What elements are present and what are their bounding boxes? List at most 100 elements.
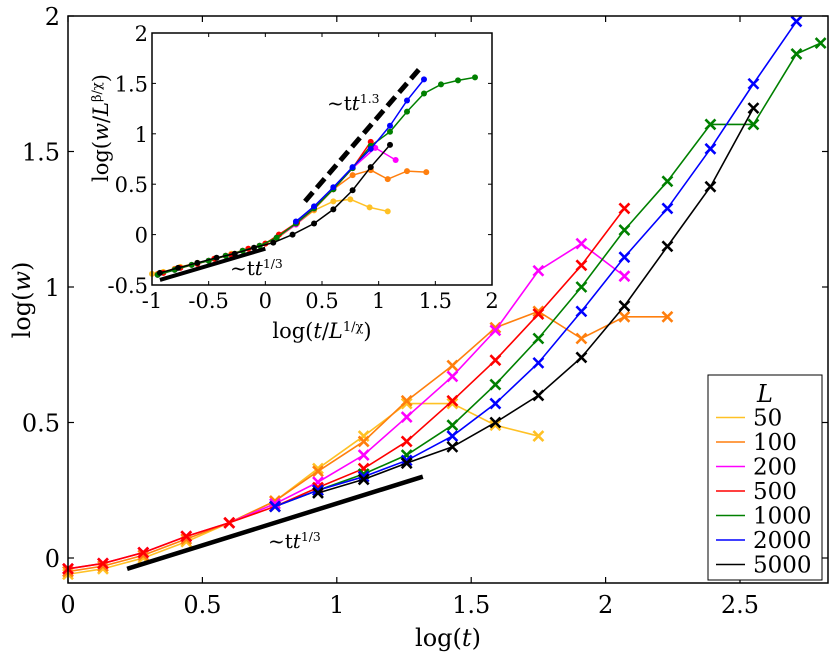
x-marker <box>312 462 324 475</box>
x-marker <box>661 175 674 188</box>
dot-marker <box>421 90 427 97</box>
main-ytick-label: 2 <box>45 3 60 31</box>
x-marker <box>704 180 717 193</box>
dot-marker <box>347 196 354 203</box>
main-xtick-label: 1 <box>329 591 344 619</box>
x-marker <box>137 546 150 559</box>
inset-ytick-label: 0 <box>135 224 148 248</box>
inset-series-2000 <box>292 76 427 225</box>
dot-marker <box>404 97 410 104</box>
x-marker <box>618 300 631 312</box>
x-marker <box>489 324 502 337</box>
main-ytick-label: 0 <box>45 545 60 573</box>
x-marker <box>575 259 588 272</box>
legend-item-500: 500 <box>716 479 797 505</box>
main-xtick-label: 2.5 <box>721 591 759 619</box>
x-marker <box>704 142 717 155</box>
main-xtick-label: 0.5 <box>183 591 221 619</box>
inset-xtick-label: 0 <box>259 289 272 313</box>
x-marker <box>575 237 588 250</box>
dot-marker <box>384 176 391 183</box>
x-marker <box>575 351 588 364</box>
x-marker <box>532 332 545 345</box>
main-xtick-label: 0 <box>60 591 75 619</box>
dot-marker <box>175 264 182 271</box>
x-marker <box>489 397 502 410</box>
dot-marker <box>387 128 393 135</box>
x-marker <box>400 435 413 448</box>
x-marker <box>532 356 545 369</box>
x-marker <box>618 202 631 215</box>
dot-marker <box>251 244 257 251</box>
guide-label-t13: ~tt1/3 <box>268 529 321 554</box>
x-marker <box>400 397 413 410</box>
dot-marker <box>404 108 410 115</box>
dot-marker <box>311 203 318 210</box>
dot-marker <box>367 145 374 152</box>
x-marker <box>618 310 631 323</box>
x-marker <box>489 419 502 432</box>
x-marker <box>357 435 370 448</box>
x-marker <box>747 118 760 131</box>
x-marker <box>489 321 502 334</box>
legend-label: 500 <box>753 479 797 505</box>
dot-marker <box>194 259 201 266</box>
legend-label: 50 <box>753 406 782 432</box>
x-marker <box>446 419 459 432</box>
x-marker <box>790 48 803 60</box>
dot-marker <box>349 187 356 194</box>
legend-item-5000: 5000 <box>716 553 812 579</box>
x-marker <box>532 389 545 402</box>
inset-ylabel: log(w/Lβ/χ) <box>89 74 113 182</box>
x-marker <box>312 487 324 499</box>
x-marker <box>489 416 502 429</box>
inset-guide-label-t13: ~tt1/3 <box>230 256 283 281</box>
legend-label: 200 <box>753 455 797 481</box>
x-marker <box>446 394 459 407</box>
x-marker <box>532 305 545 318</box>
x-marker <box>357 473 370 486</box>
x-marker <box>532 264 545 277</box>
inset-guide-label-t1.3: ~tt1.3 <box>327 91 380 116</box>
main-ytick-label: 0.5 <box>22 410 60 438</box>
dot-marker <box>384 208 391 215</box>
legend-label: 100 <box>753 430 797 456</box>
inset-xtick-label: -1 <box>142 289 162 313</box>
main-xtick-label: 2 <box>598 591 613 619</box>
x-marker <box>446 370 459 383</box>
x-marker <box>269 500 281 513</box>
dot-marker <box>231 250 238 257</box>
x-marker <box>790 15 803 28</box>
x-marker <box>180 530 193 543</box>
x-marker <box>661 310 674 323</box>
legend-label: 2000 <box>753 528 812 554</box>
x-marker <box>575 332 588 345</box>
legend-title: L <box>756 380 773 408</box>
x-marker <box>747 77 760 90</box>
main-axes-frame <box>67 15 829 584</box>
inset-xtick-label: 1.5 <box>419 289 452 313</box>
inset-ytick-label: 2 <box>135 22 148 46</box>
inset-ytick-label: 0.5 <box>115 173 148 197</box>
inset-xtick-label: 0.5 <box>305 289 338 313</box>
dot-marker <box>387 122 393 129</box>
inset-guide-line-t13 <box>159 246 266 282</box>
legend-label: 1000 <box>753 504 812 530</box>
legend-item-1000: 1000 <box>716 504 812 530</box>
legend-item-100: 100 <box>716 430 797 456</box>
x-marker <box>357 449 370 461</box>
dot-marker <box>292 218 299 225</box>
inset-xlabel: log(t/L1/χ) <box>272 319 371 343</box>
dot-marker <box>387 141 393 148</box>
x-marker <box>446 397 459 410</box>
legend-item-2000: 2000 <box>716 528 812 554</box>
x-marker <box>618 251 631 264</box>
x-marker <box>532 430 545 442</box>
main-series-2000 <box>269 15 803 513</box>
dot-marker <box>311 220 318 227</box>
dot-marker <box>392 157 399 164</box>
dot-marker <box>455 77 461 84</box>
x-marker <box>661 202 674 215</box>
x-marker <box>446 440 459 453</box>
